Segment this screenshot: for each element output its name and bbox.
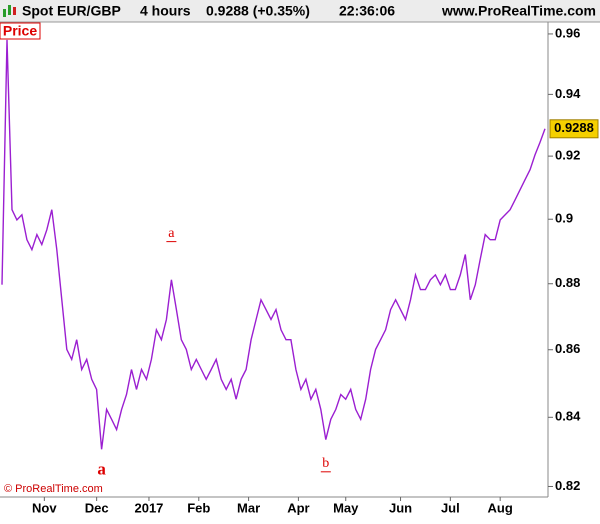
x-tick-label: May: [333, 500, 359, 515]
x-tick-label: Aug: [488, 500, 513, 515]
y-tick-label: 0.96: [555, 25, 580, 40]
app-icon: [3, 5, 16, 17]
x-tick-label: Feb: [187, 500, 210, 515]
last-value-label: 0.9288: [554, 120, 594, 135]
annotation: a: [97, 460, 106, 479]
y-tick-label: 0.86: [555, 341, 580, 356]
symbol: Spot EUR/GBP: [22, 3, 121, 19]
x-tick-label: Apr: [287, 500, 309, 515]
x-tick-label: Jul: [441, 500, 460, 515]
copyright: © ProRealTime.com: [4, 483, 103, 495]
x-tick-label: Jun: [389, 500, 412, 515]
y-tick-label: 0.9: [555, 211, 573, 226]
y-tick-label: 0.82: [555, 478, 580, 493]
quote: 0.9288 (+0.35%): [206, 3, 310, 19]
site: www.ProRealTime.com: [441, 3, 596, 19]
x-tick-label: Mar: [237, 500, 260, 515]
x-tick-label: Dec: [85, 500, 109, 515]
time: 22:36:06: [339, 3, 395, 19]
y-tick-label: 0.88: [555, 275, 580, 290]
y-tick-label: 0.94: [555, 86, 581, 101]
annotation: b: [322, 456, 329, 471]
annotation: a: [168, 226, 175, 241]
x-tick-label: 2017: [134, 500, 163, 515]
panel-label-box: [0, 22, 41, 40]
last-value-box: [549, 119, 599, 139]
timeframe: 4 hours: [140, 3, 191, 19]
x-tick-label: Nov: [32, 500, 57, 515]
price-line: [1, 39, 546, 450]
y-tick-label: 0.92: [555, 148, 580, 163]
y-tick-label: 0.84: [555, 409, 581, 424]
panel-label: Price: [3, 23, 37, 39]
header-bar: [0, 0, 600, 22]
